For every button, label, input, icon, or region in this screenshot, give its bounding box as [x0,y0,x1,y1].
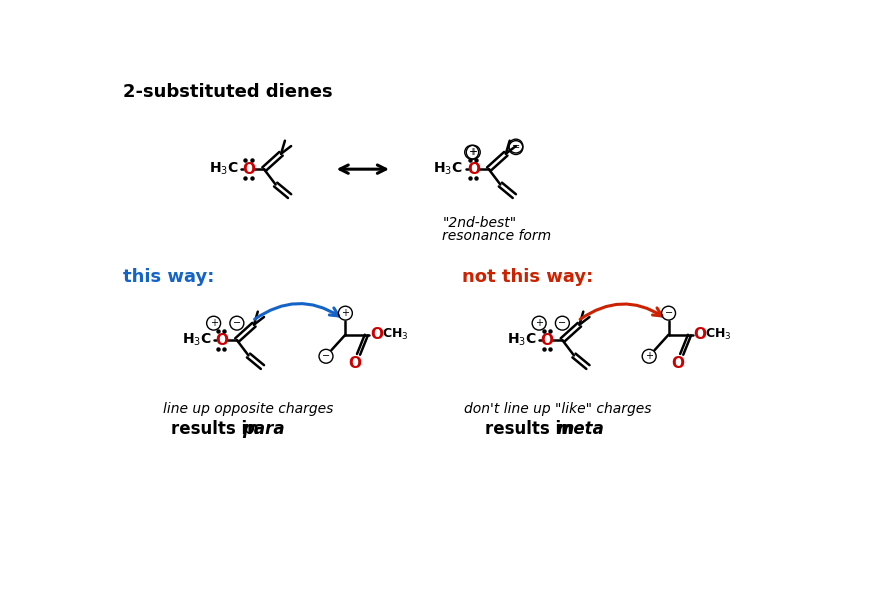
Text: O: O [671,357,685,371]
Text: +: + [209,318,218,328]
Text: H$_3$C: H$_3$C [433,161,463,177]
Text: +: + [467,147,476,157]
Text: H$_3$C: H$_3$C [208,161,238,177]
Text: −: − [664,308,672,318]
Text: +: + [535,318,543,328]
Text: not this way:: not this way: [461,268,593,286]
Text: H$_3$C: H$_3$C [181,332,211,348]
Text: O: O [541,333,554,348]
Text: O: O [348,357,361,371]
Text: results in: results in [485,421,578,438]
Text: results in: results in [171,421,264,438]
Text: CH$_3$: CH$_3$ [705,327,732,342]
Text: −: − [512,142,520,153]
Text: O: O [215,333,228,348]
Text: CH$_3$: CH$_3$ [382,327,408,342]
Text: O: O [467,161,480,177]
Text: 2-substituted dienes: 2-substituted dienes [123,83,332,101]
Text: +: + [645,351,653,361]
Text: O: O [242,161,255,177]
Text: this way:: this way: [123,268,215,286]
Text: +: + [341,308,350,318]
Text: H$_3$C: H$_3$C [508,332,537,348]
Text: line up opposite charges: line up opposite charges [163,402,334,416]
Text: −: − [322,351,330,361]
Text: +: + [469,147,477,157]
Text: O: O [371,327,383,342]
Text: O: O [693,327,706,342]
Text: "2nd-best": "2nd-best" [442,216,516,230]
Text: −: − [558,318,567,328]
Text: −: − [512,141,520,151]
Text: resonance form: resonance form [442,229,551,243]
Text: para: para [242,421,285,438]
Text: −: − [233,318,241,328]
Text: meta: meta [556,421,604,438]
Text: don't line up "like" charges: don't line up "like" charges [464,402,651,416]
